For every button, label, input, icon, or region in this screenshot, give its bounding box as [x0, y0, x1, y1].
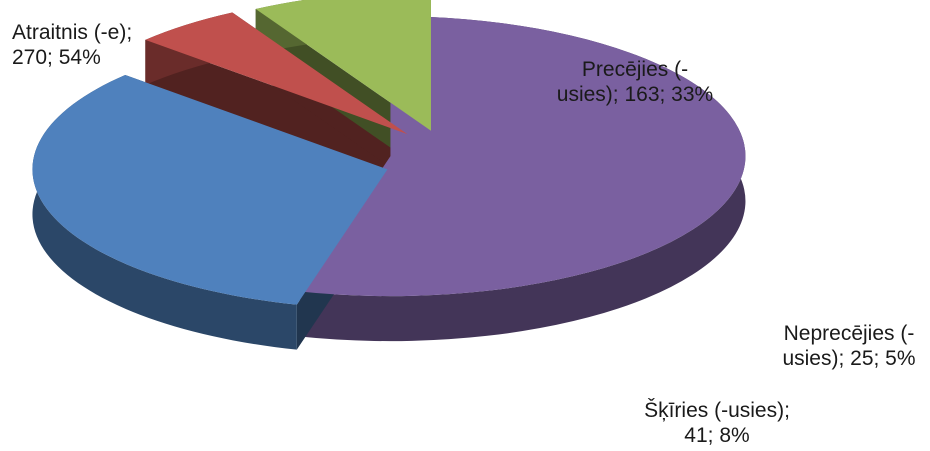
slice-wall-neprec-jies-usies: [145, 39, 408, 180]
slice-side-prec-jies-usies: [32, 74, 297, 350]
data-label-skiries: Šķīries (-usies); 41; 8%: [644, 399, 790, 447]
slice-neprec-jies-usies: [145, 12, 408, 135]
data-label-neprecejies: Neprecējies (- usies); 25; 5%: [782, 322, 916, 370]
data-label-atraitnis: Atraitnis (-e); 270; 54%: [12, 21, 133, 69]
slice--ries-usies: [255, 0, 431, 131]
pie-slice-tops: [32, 0, 746, 305]
data-label-precejies: Precējies (- usies); 163; 33%: [556, 58, 714, 106]
slice-prec-jies-usies: [32, 74, 388, 305]
